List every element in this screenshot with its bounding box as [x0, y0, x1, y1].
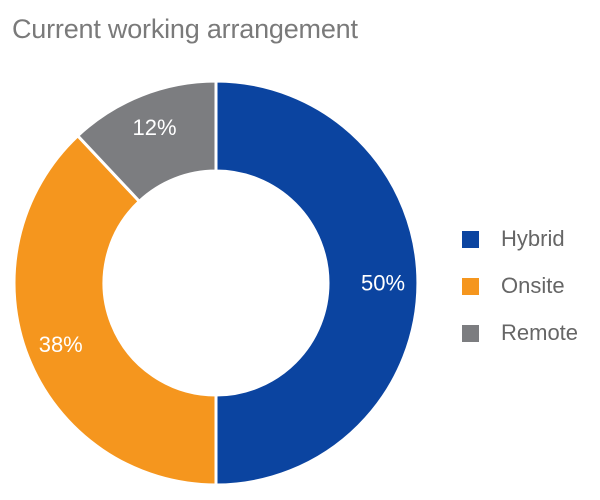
legend-swatch-remote	[462, 324, 479, 342]
legend-label-remote: Remote	[501, 320, 579, 345]
chart-title: Current working arrangement	[12, 14, 358, 44]
legend-label-onsite: Onsite	[501, 273, 565, 298]
donut-slice-hybrid	[214, 79, 420, 487]
legend-item-onsite: Onsite	[462, 273, 578, 299]
legend-swatch-onsite	[462, 277, 479, 295]
slice-label-onsite: 38%	[39, 332, 83, 357]
donut-slice-remote	[75, 79, 218, 204]
donut-slice-labels: 50% 38% 12%	[39, 115, 405, 357]
legend-item-remote: Remote	[462, 320, 578, 346]
slice-label-hybrid: 50%	[361, 271, 405, 296]
legend-item-hybrid: Hybrid	[462, 226, 578, 252]
legend-swatch-hybrid	[462, 230, 479, 248]
legend-label-hybrid: Hybrid	[501, 226, 565, 251]
legend: Hybrid Onsite Remote	[462, 226, 578, 367]
slice-label-remote: 12%	[132, 115, 176, 140]
donut-slices	[12, 79, 420, 487]
donut-slice-onsite	[12, 133, 218, 487]
